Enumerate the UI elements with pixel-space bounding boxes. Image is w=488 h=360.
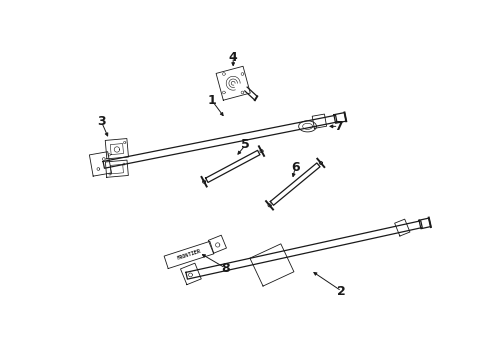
- Text: 4: 4: [228, 50, 237, 64]
- Text: 5: 5: [241, 138, 249, 151]
- Text: 1: 1: [207, 94, 216, 107]
- Text: FRONTIER: FRONTIER: [176, 249, 201, 261]
- Text: 7: 7: [333, 120, 342, 133]
- Text: 8: 8: [221, 261, 229, 275]
- Text: 3: 3: [97, 115, 105, 128]
- Text: 6: 6: [290, 161, 299, 175]
- Text: 2: 2: [337, 285, 346, 298]
